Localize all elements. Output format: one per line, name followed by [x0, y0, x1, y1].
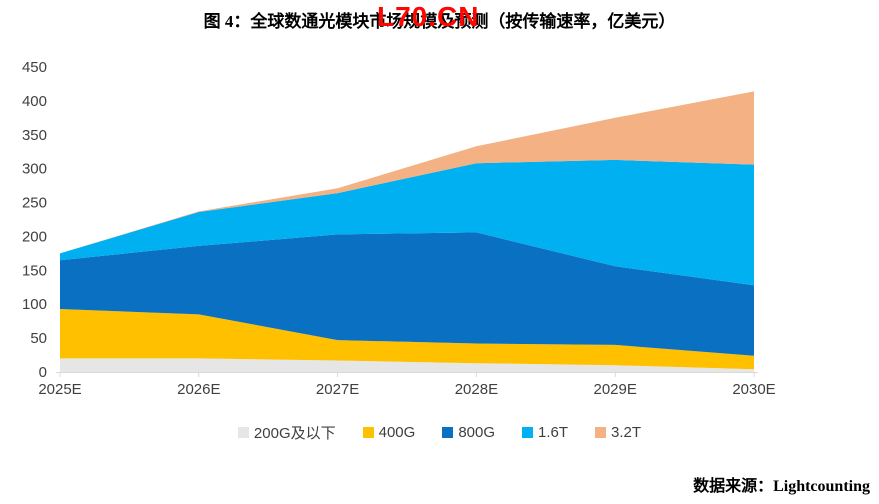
- legend-label: 800G: [458, 424, 496, 441]
- x-axis-label: 2028E: [455, 381, 498, 398]
- area-200G及以下: [60, 358, 754, 372]
- legend-label: 400G: [378, 424, 416, 441]
- y-axis-label: 150: [22, 262, 47, 279]
- y-axis-label: 350: [22, 127, 47, 144]
- y-axis-label: 0: [39, 364, 47, 381]
- area-400G: [60, 309, 754, 370]
- legend-item: 200G及以下: [237, 422, 336, 443]
- data-source-label: 数据来源：: [693, 478, 774, 495]
- y-axis-label: 100: [22, 296, 47, 313]
- y-axis-label: 200: [22, 228, 47, 245]
- y-axis-label: 50: [30, 330, 47, 347]
- area-3.2T: [60, 91, 754, 254]
- legend-label: 3.2T: [611, 424, 642, 441]
- watermark-text: L70.CN: [377, 1, 480, 32]
- data-source: 数据来源：Lightcounting: [693, 472, 870, 496]
- y-axis-label: 250: [22, 195, 47, 212]
- x-axis-label: 2026E: [177, 381, 220, 398]
- legend-item: 800G: [442, 424, 495, 441]
- legend-swatch-icon: [362, 427, 374, 438]
- legend-label: 200G及以下: [253, 425, 336, 442]
- area-1.6T: [60, 159, 754, 286]
- legend-item: 3.2T: [595, 424, 641, 441]
- chart-legend: 200G及以下 400G 800G 1.6T 3.2T: [0, 422, 879, 443]
- x-axis-label: 2029E: [594, 381, 637, 398]
- y-axis-label: 300: [22, 161, 47, 178]
- x-axis-label: 2030E: [732, 381, 775, 398]
- y-axis-label: 400: [22, 93, 47, 110]
- x-axis-label: 2025E: [38, 381, 81, 398]
- legend-label: 1.6T: [538, 424, 569, 441]
- chart-title: 图 4：全球数通光模块市场规模及预测（按传输速率，亿美元）: [203, 12, 676, 31]
- area-800G: [60, 232, 754, 356]
- legend-swatch-icon: [442, 427, 454, 438]
- x-axis-label: 2027E: [316, 381, 359, 398]
- data-source-value: Lightcounting: [773, 478, 870, 495]
- y-axis-label: 450: [22, 59, 47, 76]
- legend-item: 400G: [362, 424, 416, 441]
- legend-swatch-icon: [237, 427, 249, 438]
- legend-item: 1.6T: [522, 424, 568, 441]
- legend-swatch-icon: [522, 427, 534, 438]
- legend-swatch-icon: [595, 427, 607, 438]
